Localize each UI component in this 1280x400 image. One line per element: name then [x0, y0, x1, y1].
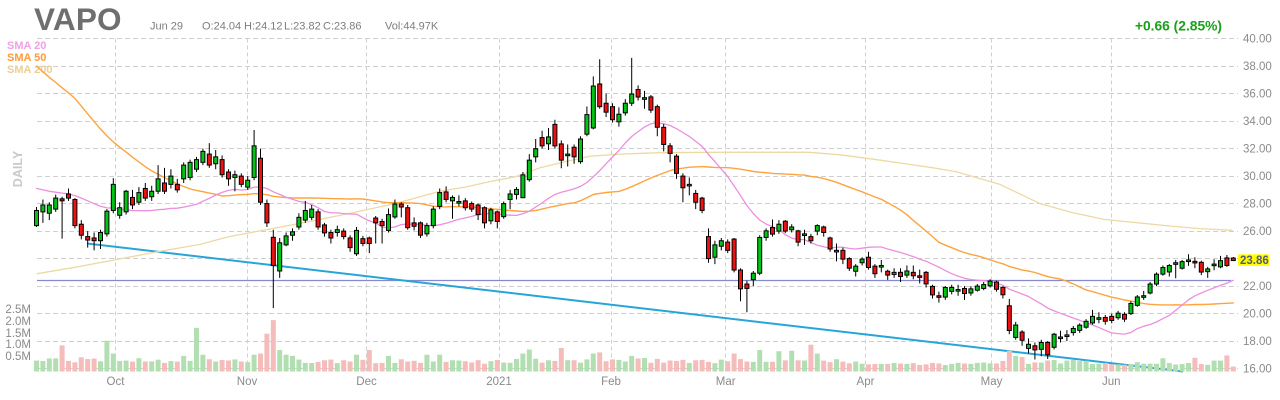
- svg-text:20.00: 20.00: [1243, 309, 1272, 321]
- svg-text:Jun: Jun: [1102, 376, 1121, 388]
- svg-text:0.5M: 0.5M: [5, 351, 31, 363]
- svg-text:34.00: 34.00: [1243, 116, 1272, 128]
- svg-text:DAILY: DAILY: [11, 150, 25, 187]
- svg-text:22.00: 22.00: [1243, 281, 1272, 293]
- svg-text:SMA 20: SMA 20: [7, 40, 46, 52]
- svg-text:2021: 2021: [486, 376, 512, 388]
- svg-text:C:23.86: C:23.86: [323, 21, 362, 33]
- svg-text:32.00: 32.00: [1243, 144, 1272, 156]
- svg-text:Nov: Nov: [237, 376, 258, 388]
- svg-text:18.00: 18.00: [1243, 336, 1272, 348]
- svg-text:May: May: [981, 376, 1003, 388]
- svg-text:26.00: 26.00: [1243, 226, 1272, 238]
- svg-text:Mar: Mar: [716, 376, 736, 388]
- svg-text:Apr: Apr: [857, 376, 875, 388]
- svg-text:36.00: 36.00: [1243, 89, 1272, 101]
- svg-text:O:24.04: O:24.04: [202, 21, 241, 33]
- svg-text:L:23.82: L:23.82: [284, 21, 321, 33]
- svg-text:23.86: 23.86: [1240, 255, 1269, 267]
- svg-text:SMA 200: SMA 200: [7, 64, 52, 76]
- svg-text:VAPO: VAPO: [34, 1, 122, 37]
- svg-text:1.0M: 1.0M: [5, 339, 31, 351]
- svg-text:Vol:44.97K: Vol:44.97K: [385, 21, 439, 33]
- svg-text:16.00: 16.00: [1243, 364, 1272, 376]
- svg-text:28.00: 28.00: [1243, 199, 1272, 211]
- svg-text:2.0M: 2.0M: [5, 316, 31, 328]
- svg-text:Feb: Feb: [601, 376, 621, 388]
- svg-text:Jun 29: Jun 29: [150, 21, 183, 33]
- svg-text:1.5M: 1.5M: [5, 328, 31, 340]
- svg-text:Oct: Oct: [107, 376, 126, 388]
- svg-text:38.00: 38.00: [1243, 61, 1272, 73]
- svg-text:2.5M: 2.5M: [5, 304, 31, 316]
- svg-text:+0.66 (2.85%): +0.66 (2.85%): [1135, 19, 1222, 34]
- svg-text:40.00: 40.00: [1243, 34, 1272, 46]
- svg-text:SMA 50: SMA 50: [7, 52, 46, 64]
- svg-text:30.00: 30.00: [1243, 171, 1272, 183]
- svg-text:H:24.12: H:24.12: [244, 21, 283, 33]
- svg-text:Dec: Dec: [356, 376, 377, 388]
